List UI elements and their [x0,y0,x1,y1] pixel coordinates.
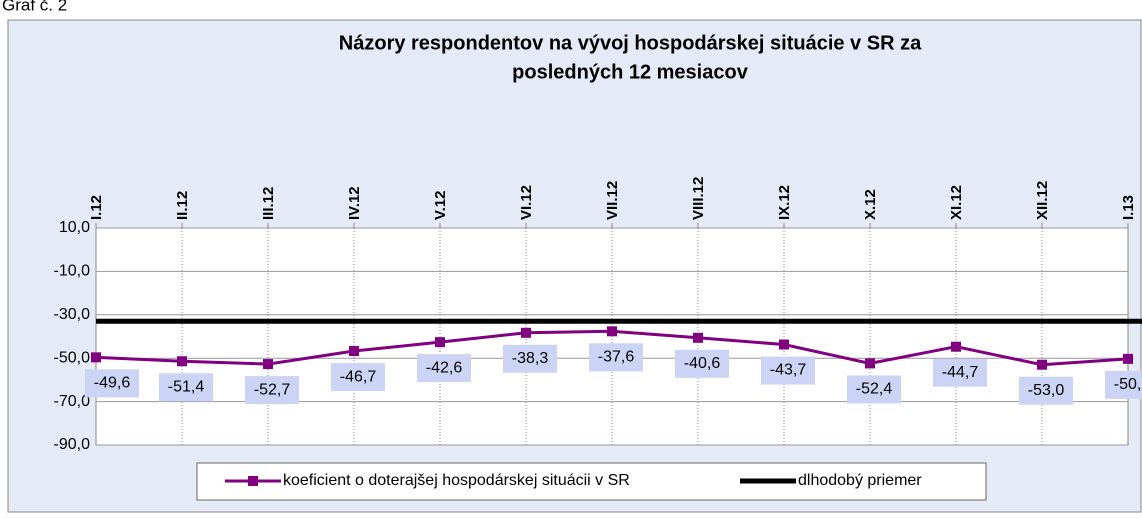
x-tick-label: III.12 [260,187,277,220]
x-tick-label: I.12 [88,195,105,220]
legend-label: dlhodobý priemer [798,472,922,489]
point-marker [1123,353,1133,364]
x-tick-label: VIII.12 [690,177,707,220]
y-tick-label: -90,0 [54,436,91,453]
data-label: -42,6 [426,359,463,376]
legend [196,462,987,501]
data-label-box [675,349,729,378]
data-label-box [761,356,815,385]
x-tick-label: VII.12 [604,181,621,220]
y-tick-label: 10,0 [59,219,90,236]
point-marker [693,332,703,343]
data-label: -43,7 [770,362,807,379]
point-marker [91,352,101,363]
x-tick-label: XI.12 [948,185,965,220]
data-label-box [1019,376,1073,405]
y-tick-label: -70,0 [54,393,91,410]
point-marker [177,356,187,367]
y-tick-label: -50,0 [54,349,91,366]
point-marker [607,326,617,337]
y-tick-label: -10,0 [54,263,91,280]
data-label: -38,3 [512,350,549,367]
x-tick-label: V.12 [432,191,449,220]
data-label-box [933,358,987,387]
caption: Graf č. 2 [2,0,67,14]
data-label-box [503,344,557,373]
data-label: -46,7 [340,368,377,385]
x-tick-label: I.13 [1120,195,1137,220]
chart-title: Názory respondentov na vývoj hospodárske… [339,32,922,54]
data-label: -52,4 [856,381,893,398]
point-marker [521,327,531,338]
legend-label: koeficient o doterajšej hospodárskej sit… [283,472,630,489]
data-label: -52,7 [254,381,291,398]
data-label-box [245,376,299,405]
data-label: -50,3 [1114,376,1142,393]
x-tick-label: XII.12 [1034,181,1051,220]
data-label: -51,4 [168,378,205,395]
data-label-box [159,373,213,402]
y-tick-label: -30,0 [54,306,91,323]
data-label: -44,7 [942,364,979,381]
x-tick-label: IX.12 [776,185,793,220]
data-label-box [85,369,139,398]
point-marker [435,337,445,348]
legend-swatch [248,476,258,486]
point-marker [349,346,359,357]
data-label: -37,6 [598,349,635,366]
x-tick-label: II.12 [174,191,191,220]
data-label: -49,6 [94,375,131,392]
data-label: -40,6 [684,355,721,372]
chart-title: posledných 12 mesiacov [512,61,749,83]
data-label-box [1105,370,1142,399]
data-label-box [589,343,643,372]
point-marker [779,339,789,350]
point-marker [951,341,961,352]
data-label: -53,0 [1028,382,1065,399]
data-label-box [417,354,471,383]
point-marker [263,359,273,370]
data-label-box [847,375,901,404]
point-marker [865,358,875,369]
data-label-box [331,363,385,392]
x-tick-label: IV.12 [346,186,363,220]
point-marker [1037,359,1047,370]
x-tick-label: X.12 [862,189,879,220]
x-tick-label: VI.12 [518,185,535,220]
